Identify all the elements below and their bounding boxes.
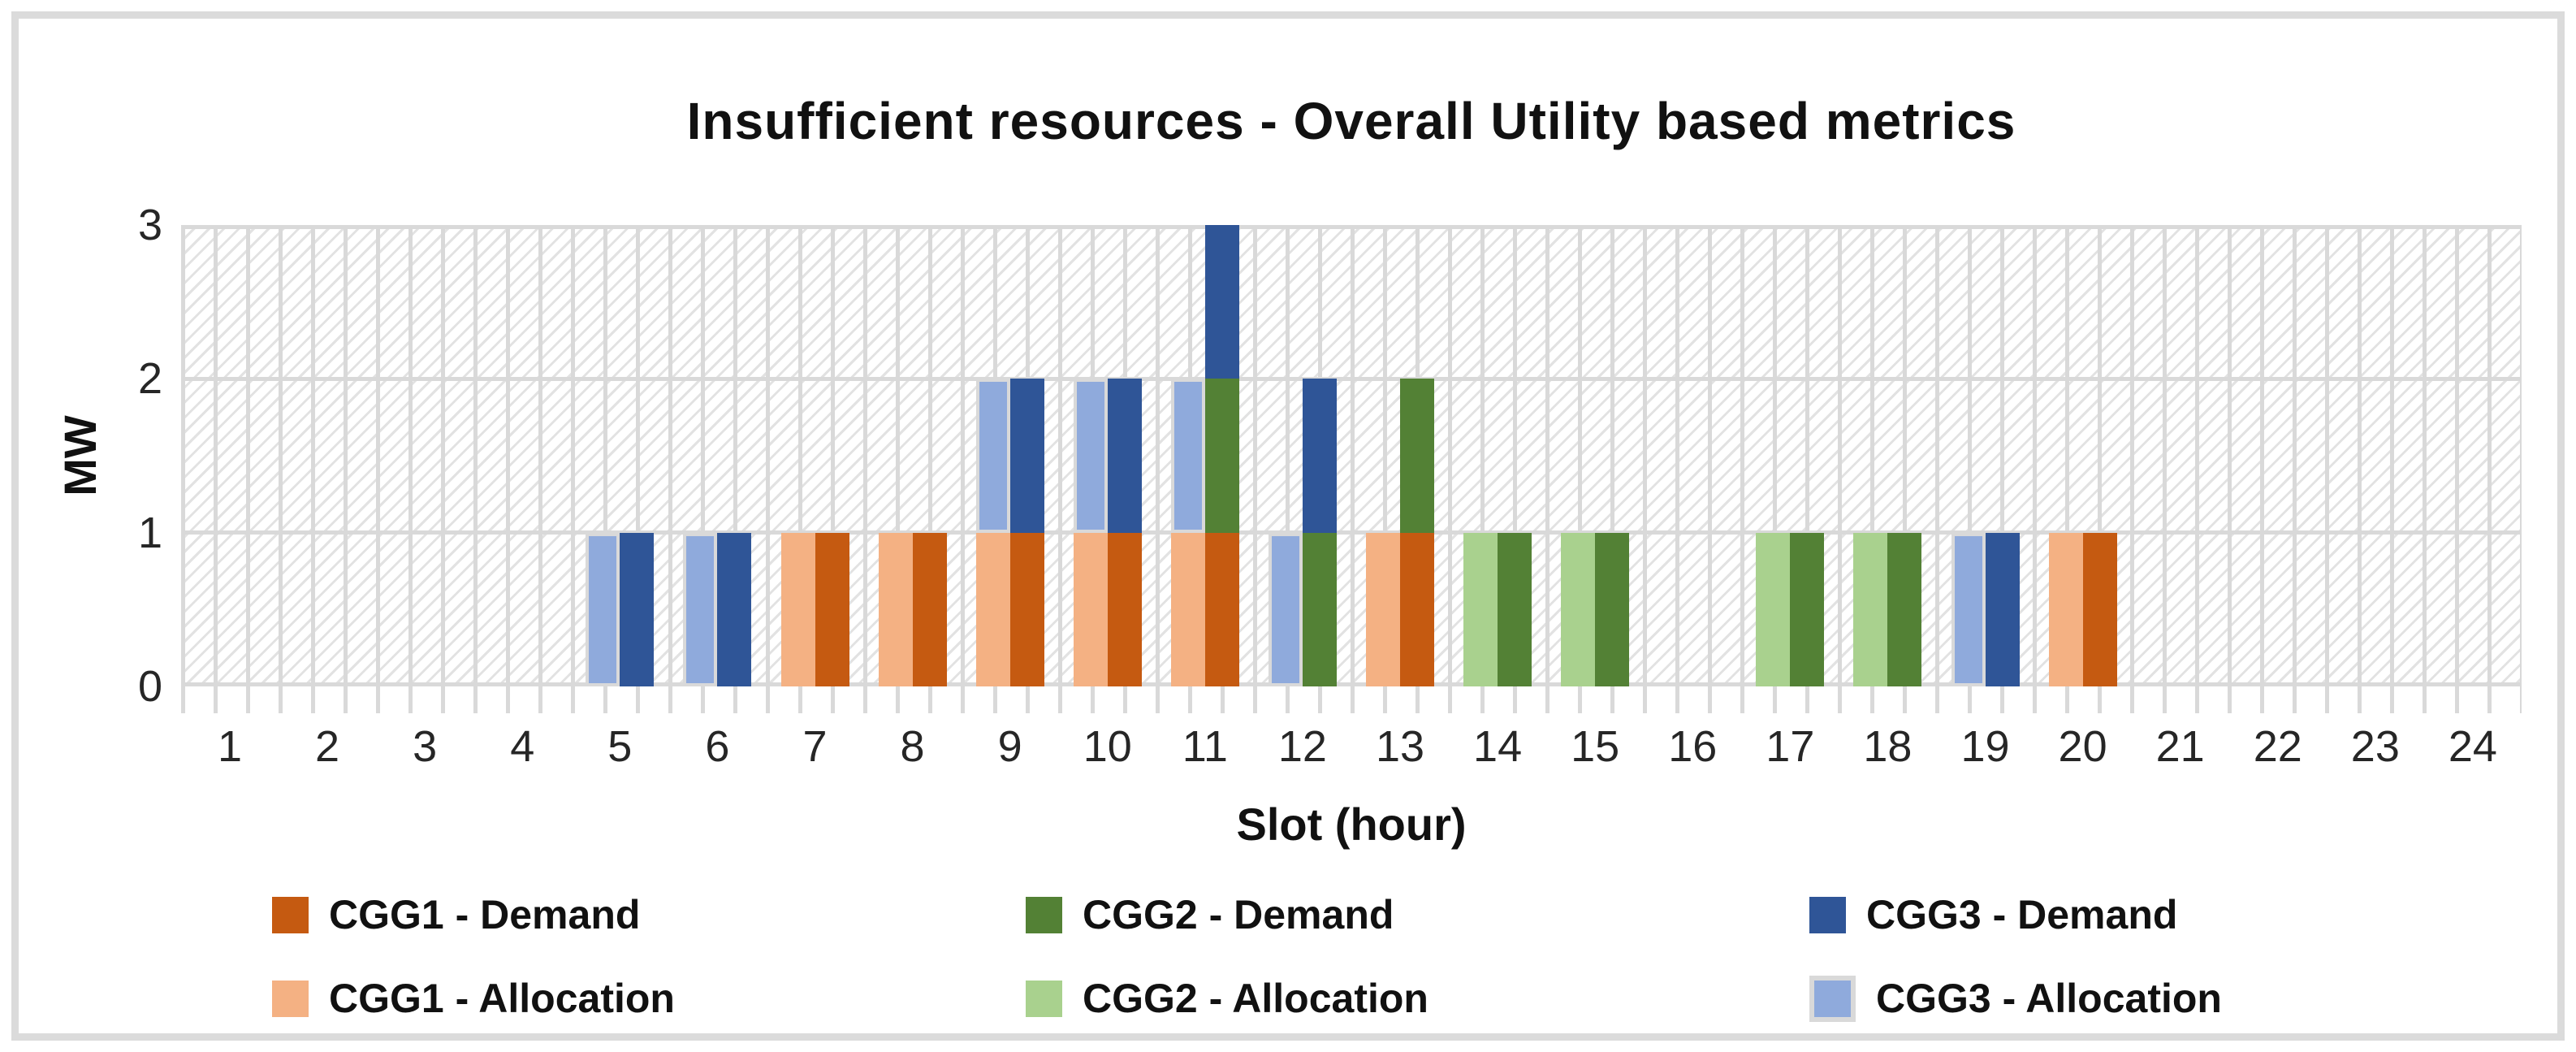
x-tick-24: 24 [2448, 722, 2497, 771]
bar-slot12-cgg2-demand [1302, 532, 1337, 686]
gridline-y3 [181, 225, 2522, 229]
bar-slot9-cgg1-allocation [975, 532, 1010, 686]
bar-slot13-cgg2-demand [1400, 379, 1435, 533]
legend-label: CGG2 - Demand [1083, 892, 1394, 937]
bar-slot17-cgg2-allocation [1756, 532, 1791, 686]
bar-slot11-cgg2-demand [1204, 379, 1239, 533]
y-tick-0: 0 [137, 662, 162, 711]
legend-item-cgg3-allocation: CGG3 - Allocation [1809, 975, 2222, 1022]
bar-slot13-cgg1-demand [1400, 532, 1435, 686]
bar-slot7-cgg1-demand [815, 532, 849, 686]
legend-label: CGG2 - Allocation [1083, 976, 1428, 1021]
legend-swatch-icon [1026, 896, 1062, 933]
bar-slot20-cgg1-demand [2082, 532, 2117, 686]
legend-label: CGG1 - Demand [329, 892, 641, 937]
bar-slot19-cgg3-allocation [1951, 532, 1986, 686]
bar-slot15-cgg2-allocation [1561, 532, 1596, 686]
bar-slot10-cgg1-allocation [1073, 532, 1108, 686]
bar-slot10-cgg3-demand [1107, 379, 1142, 533]
bar-slot9-cgg3-demand [1009, 379, 1044, 533]
x-tick-4: 4 [510, 722, 535, 771]
x-tick-19: 19 [1960, 722, 2010, 771]
x-axis-title: Slot (hour) [1236, 799, 1467, 850]
bar-slot15-cgg2-demand [1595, 532, 1630, 686]
legend-label: CGG3 - Allocation [1876, 976, 2222, 1021]
x-tick-5: 5 [607, 722, 633, 771]
x-tick-13: 13 [1375, 722, 1425, 771]
bar-slot12-cgg3-demand [1302, 379, 1337, 533]
bar-slot5-cgg3-demand [620, 532, 655, 686]
y-tick-2: 2 [137, 354, 162, 404]
legend-swatch-icon [272, 896, 309, 933]
bar-slot18-cgg2-allocation [1853, 532, 1888, 686]
legend-item-cgg2-demand: CGG2 - Demand [1026, 891, 1394, 938]
bar-slot5-cgg3-allocation [586, 532, 620, 686]
legend-label: CGG1 - Allocation [329, 976, 675, 1021]
x-tick-8: 8 [900, 722, 925, 771]
bar-slot8-cgg1-allocation [878, 532, 913, 686]
x-tick-3: 3 [413, 722, 438, 771]
bar-slot9-cgg3-allocation [975, 379, 1010, 533]
x-tick-10: 10 [1083, 722, 1132, 771]
legend-swatch-icon [1809, 975, 1856, 1022]
x-tick-12: 12 [1277, 722, 1327, 771]
bar-slot6-cgg3-demand [717, 532, 752, 686]
x-tick-18: 18 [1863, 722, 1913, 771]
y-tick-1: 1 [137, 508, 162, 557]
bar-slot6-cgg3-allocation [683, 532, 718, 686]
legend-swatch-icon [272, 980, 309, 1017]
bar-slot11-cgg3-demand [1204, 225, 1239, 379]
chart-title: Insufficient resources - Overall Utility… [686, 92, 2016, 150]
x-tick-1: 1 [217, 722, 243, 771]
bar-slot18-cgg2-demand [1887, 532, 1922, 686]
gridline-y2 [181, 376, 2522, 381]
x-tick-17: 17 [1766, 722, 1815, 771]
legend-item-cgg1-demand: CGG1 - Demand [272, 891, 640, 938]
bar-slot11-cgg3-allocation [1170, 379, 1205, 533]
legend-item-cgg1-allocation: CGG1 - Allocation [272, 975, 675, 1022]
x-tick-16: 16 [1668, 722, 1718, 771]
bar-slot10-cgg3-allocation [1073, 379, 1108, 533]
legend-item-cgg3-demand: CGG3 - Demand [1809, 891, 2177, 938]
bar-slot12-cgg3-allocation [1268, 532, 1303, 686]
x-tick-9: 9 [997, 722, 1022, 771]
bar-slot8-cgg1-demand [912, 532, 947, 686]
x-tick-21: 21 [2155, 722, 2205, 771]
x-axis-tick-band [181, 686, 2522, 713]
legend-swatch-icon [1026, 980, 1062, 1017]
x-tick-2: 2 [315, 722, 340, 771]
bar-slot13-cgg1-allocation [1366, 532, 1401, 686]
legend-swatch-icon [1809, 896, 1846, 933]
plot-area [181, 225, 2522, 686]
x-tick-22: 22 [2253, 722, 2302, 771]
x-tick-20: 20 [2058, 722, 2107, 771]
x-tick-23: 23 [2350, 722, 2400, 771]
bar-slot9-cgg1-demand [1009, 532, 1044, 686]
bar-slot7-cgg1-allocation [780, 532, 815, 686]
legend-item-cgg2-allocation: CGG2 - Allocation [1026, 975, 1428, 1022]
bar-slot14-cgg2-demand [1498, 532, 1532, 686]
bar-slot14-cgg2-allocation [1463, 532, 1498, 686]
bar-slot19-cgg3-demand [1985, 532, 2020, 686]
gridline-y1 [181, 530, 2522, 535]
bar-slot11-cgg1-demand [1204, 532, 1239, 686]
y-tick-3: 3 [137, 201, 162, 249]
legend-label: CGG3 - Demand [1866, 892, 2178, 937]
x-tick-11: 11 [1182, 722, 1228, 771]
x-tick-7: 7 [802, 722, 828, 771]
bar-slot20-cgg1-allocation [2048, 532, 2083, 686]
bar-slot11-cgg1-allocation [1170, 532, 1205, 686]
x-tick-15: 15 [1571, 722, 1620, 771]
x-tick-14: 14 [1473, 722, 1523, 771]
bar-slot17-cgg2-demand [1790, 532, 1825, 686]
gridline-y0 [181, 682, 2522, 686]
y-axis-title: MW [54, 415, 106, 496]
x-tick-6: 6 [705, 722, 730, 771]
bar-slot10-cgg1-demand [1107, 532, 1142, 686]
